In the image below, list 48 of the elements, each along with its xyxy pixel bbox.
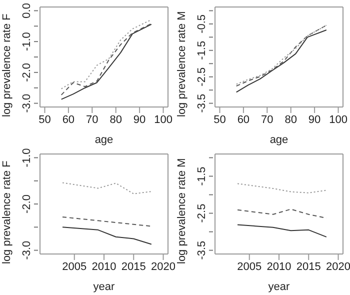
y-tick-label: -3.0 [21,240,33,260]
line-series [237,183,327,194]
y-tick-label: -0.5 [196,14,208,34]
x-tick-label: 80 [110,114,122,126]
x-tick-label: 2015 [121,260,146,273]
x-axis-title: age [94,134,114,146]
y-tick-label: -2.5 [196,67,208,86]
line-series [62,226,152,245]
line-series [237,224,327,238]
x-tick-label: 2015 [296,260,321,273]
x-tick-label: 70 [261,114,274,126]
y-tick-label: -2.0 [21,194,33,214]
y-tick-label: -1.5 [196,40,208,60]
x-tick-label: 2005 [62,260,87,273]
x-tick-label: 2020 [151,260,176,273]
x-tick-label: 100 [329,114,348,126]
y-tick-label: -3.0 [21,94,33,113]
x-tick-label: 50 [214,114,226,126]
y-axis-title: log prevalence rate F [0,13,13,117]
x-tick-label: 2020 [326,260,350,273]
x-tick-label: 60 [62,114,75,126]
x-tick-label: 90 [308,114,321,126]
x-tick-label: 80 [284,114,297,126]
x-tick-label: 2010 [266,260,292,273]
x-tick-label: 2010 [92,260,116,273]
y-tick-label: -3.5 [196,240,208,260]
x-tick-label: 70 [86,114,98,126]
x-tick-label: 90 [133,114,146,126]
line-series [236,30,327,93]
y-tick-label: -2.5 [196,204,208,223]
line-series [62,182,152,194]
x-axis-title: year [268,281,290,293]
x-tick-label: 50 [38,114,51,126]
y-axis-title: log prevalence rate F [0,160,13,264]
x-tick-label: 100 [154,114,172,126]
x-axis-title: year [93,281,116,293]
y-tick-label: -1.5 [196,166,208,186]
y-tick-label: 0.0 [21,3,33,18]
y-tick-label: -2.0 [21,62,33,82]
y-axis-title: log prevalence rate M [176,11,188,117]
y-axis-title: log prevalence rate M [176,158,188,264]
y-tick-label: -1.0 [21,148,33,168]
y-tick-label: -3.5 [196,94,208,113]
y-tick-label: -1.0 [21,32,33,52]
x-axis-title: age [270,134,288,146]
x-tick-label: 60 [237,114,250,126]
line-series [62,216,152,227]
x-tick-label: 2005 [237,260,262,273]
